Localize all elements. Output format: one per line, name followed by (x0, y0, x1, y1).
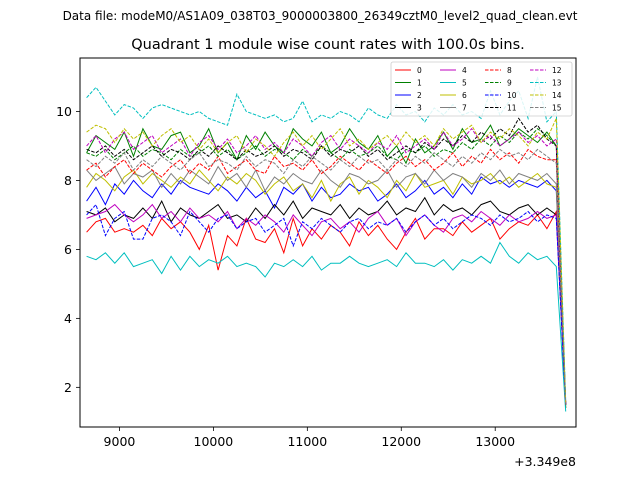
legend-box (390, 61, 573, 117)
legend-label-2: 2 (417, 91, 422, 100)
x-tick-label: 9000 (104, 434, 136, 449)
series-line-5 (86, 241, 567, 412)
legend-label-3: 3 (417, 103, 422, 112)
x-tick-label: 10000 (194, 434, 234, 449)
series-line-10 (86, 203, 567, 405)
y-axis: 2 4 6 8 10 (56, 104, 80, 395)
y-tick-label: 8 (64, 173, 72, 188)
series-line-9 (86, 128, 567, 405)
series-line-7 (86, 165, 567, 405)
legend-label-7: 7 (462, 103, 467, 112)
series-line-14 (86, 118, 567, 405)
legend-label-10: 10 (507, 91, 517, 100)
series-line-15 (86, 148, 567, 405)
legend-label-4: 4 (462, 66, 467, 75)
x-axis: 9000 10000 11000 12000 13000 (104, 427, 515, 449)
legend-label-6: 6 (462, 91, 467, 100)
series-line-1 (86, 124, 567, 409)
chart-title: Quadrant 1 module wise count rates with … (131, 37, 525, 53)
x-tick-label: 11000 (287, 434, 327, 449)
series-line-13 (86, 76, 567, 402)
series-line-8 (86, 148, 567, 405)
legend-label-11: 11 (507, 103, 517, 112)
x-tick-label: 13000 (475, 434, 515, 449)
legend-label-15: 15 (552, 103, 562, 112)
legend-label-5: 5 (462, 78, 467, 87)
series-line-4 (86, 203, 567, 405)
plot-lines (86, 76, 567, 412)
series-line-0 (86, 209, 567, 409)
series-line-2 (86, 176, 567, 405)
x-axis-offset-label: +3.349e8 (514, 454, 576, 469)
y-tick-label: 10 (56, 104, 72, 119)
axes-frame (79, 57, 577, 428)
legend-label-9: 9 (507, 78, 512, 87)
legend-label-12: 12 (552, 66, 562, 75)
y-tick-label: 2 (64, 380, 72, 395)
series-line-12 (86, 127, 567, 405)
figure-suptitle: Data file: modeM0/AS1A09_038T03_90000038… (63, 9, 578, 23)
y-tick-label: 6 (64, 242, 72, 257)
series-line-11 (86, 117, 567, 405)
series-line-3 (86, 196, 567, 405)
y-tick-label: 4 (64, 311, 72, 326)
legend-label-1: 1 (417, 78, 422, 87)
legend-label-14: 14 (552, 91, 562, 100)
legend-label-13: 13 (552, 78, 562, 87)
legend-label-0: 0 (417, 66, 422, 75)
x-tick-label: 12000 (381, 434, 421, 449)
legend-label-8: 8 (507, 66, 512, 75)
